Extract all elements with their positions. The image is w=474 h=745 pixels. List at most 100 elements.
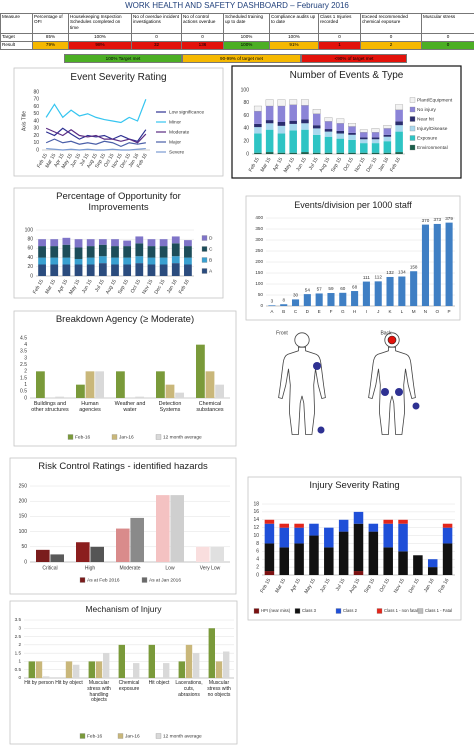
- y-tick-label: 0: [260, 303, 263, 308]
- bar-segment: [265, 129, 274, 153]
- bar: [135, 396, 144, 398]
- bar-segment: [353, 523, 364, 572]
- bar-segment: [395, 121, 403, 126]
- y-tick-label: 0: [30, 273, 33, 279]
- x-tick-label: High: [85, 565, 96, 571]
- bar-segment: [289, 104, 297, 121]
- bar-segment: [312, 113, 321, 126]
- bar-segment: [371, 143, 380, 153]
- bar: [193, 653, 200, 678]
- bar-segment: [442, 543, 453, 575]
- bar: [116, 371, 125, 398]
- bar-segment: [348, 132, 356, 135]
- y-tick-label: 2: [24, 369, 27, 375]
- y-tick-label: 10: [253, 533, 259, 539]
- x-tick-label: Jul 15: [335, 577, 347, 592]
- dashboard-title: WORK HEALTH AND SAFETY DASHBOARD – Febru…: [125, 1, 349, 10]
- bar-segment: [336, 138, 345, 153]
- y-tick-label: 4: [256, 557, 259, 563]
- table-cell: 136: [181, 41, 224, 50]
- bar-segment: [147, 246, 156, 258]
- table-cell: 91%: [269, 41, 319, 50]
- bar: [196, 344, 205, 398]
- bar-segment: [171, 263, 180, 276]
- bar-segment: [38, 246, 46, 258]
- bar-segment: [135, 243, 144, 257]
- bar-segment: [348, 123, 356, 127]
- legend-label: Class 1 - non fatal: [384, 608, 418, 613]
- bar: [178, 661, 185, 678]
- x-tick-label: Very Low: [200, 565, 221, 571]
- y-tick-label: 4: [24, 342, 27, 348]
- bar-segment: [147, 257, 156, 265]
- bar: [85, 371, 95, 398]
- bar-segment: [371, 132, 380, 138]
- table-cell: 2: [360, 41, 422, 50]
- table-cell: 100%: [223, 41, 270, 50]
- y-tick-label: 100: [241, 87, 250, 93]
- legend-swatch: [409, 144, 416, 151]
- bar-segment: [360, 137, 368, 140]
- bar-segment: [301, 105, 309, 120]
- legend-swatch: [253, 608, 260, 614]
- value-label: 3: [271, 299, 274, 304]
- bar-segment: [74, 264, 83, 276]
- bar-segment: [62, 264, 71, 276]
- bar-segment: [147, 264, 156, 276]
- y-tick-label: 3: [24, 355, 27, 361]
- legend-label: No injury: [417, 107, 437, 113]
- injury-spot: [313, 362, 321, 370]
- status-item: 90-99% of target met: [182, 54, 301, 63]
- y-tick-label: 1: [24, 382, 27, 388]
- legend-swatch: [79, 733, 86, 739]
- y-tick-label: 50: [33, 111, 39, 117]
- y-tick-label: 50: [21, 544, 27, 550]
- y-tick-label: 20: [33, 133, 39, 139]
- bar-segment: [289, 123, 297, 131]
- header-cell: Exceed recommended chemical exposure: [360, 13, 422, 34]
- bar-segment: [383, 152, 392, 154]
- legend-label: C: [209, 246, 213, 252]
- header-cell: Muscular stress: [421, 13, 474, 34]
- table-cell: 0: [318, 33, 361, 42]
- x-tick-label: H: [353, 309, 356, 314]
- legend-swatch: [409, 106, 416, 113]
- status-legend: 100% Target met 90-99% of target met <90% …: [64, 54, 407, 63]
- table-cell: 100%: [68, 33, 132, 42]
- y-tick-label: 100: [25, 227, 34, 233]
- y-tick-label: 80: [33, 89, 39, 95]
- legend-label: Low significance: [169, 109, 205, 115]
- y-tick-label: 3.5: [15, 617, 22, 622]
- y-tick-label: 8: [256, 541, 259, 547]
- y-tick-label: 0: [24, 559, 27, 565]
- bar: [185, 644, 193, 678]
- bar-segment: [159, 257, 168, 265]
- bar-segment: [301, 99, 309, 106]
- bar-segment: [253, 105, 262, 112]
- y-tick-label: 40: [243, 126, 249, 132]
- bar-segment: [395, 131, 403, 153]
- bar-segment: [123, 240, 132, 247]
- bar-segment: [294, 527, 304, 544]
- x-tick-label: Critical: [42, 565, 57, 571]
- table-cell: 0: [131, 33, 182, 42]
- y-tick-label: 80: [243, 100, 249, 106]
- bar-segment: [324, 117, 333, 122]
- bar-segment: [38, 257, 46, 265]
- y-tick-label: 12: [253, 525, 259, 531]
- bar-segment: [111, 246, 119, 258]
- y-tick-label: 0: [246, 151, 249, 157]
- bar-segment: [264, 523, 275, 544]
- bar: [65, 661, 73, 678]
- bar: [205, 371, 215, 398]
- header-cell: Compliance audits up to date: [269, 13, 319, 34]
- y-tick-label: 2: [256, 564, 259, 570]
- y-tick-label: 6: [256, 549, 259, 555]
- bar-segment: [265, 123, 274, 130]
- bar-segment: [184, 264, 192, 276]
- table-cell: 79%: [32, 41, 69, 50]
- value-label: 370: [422, 218, 430, 223]
- y-tick-label: 30: [33, 126, 39, 132]
- bar-segment: [111, 239, 119, 247]
- line: [45, 99, 147, 124]
